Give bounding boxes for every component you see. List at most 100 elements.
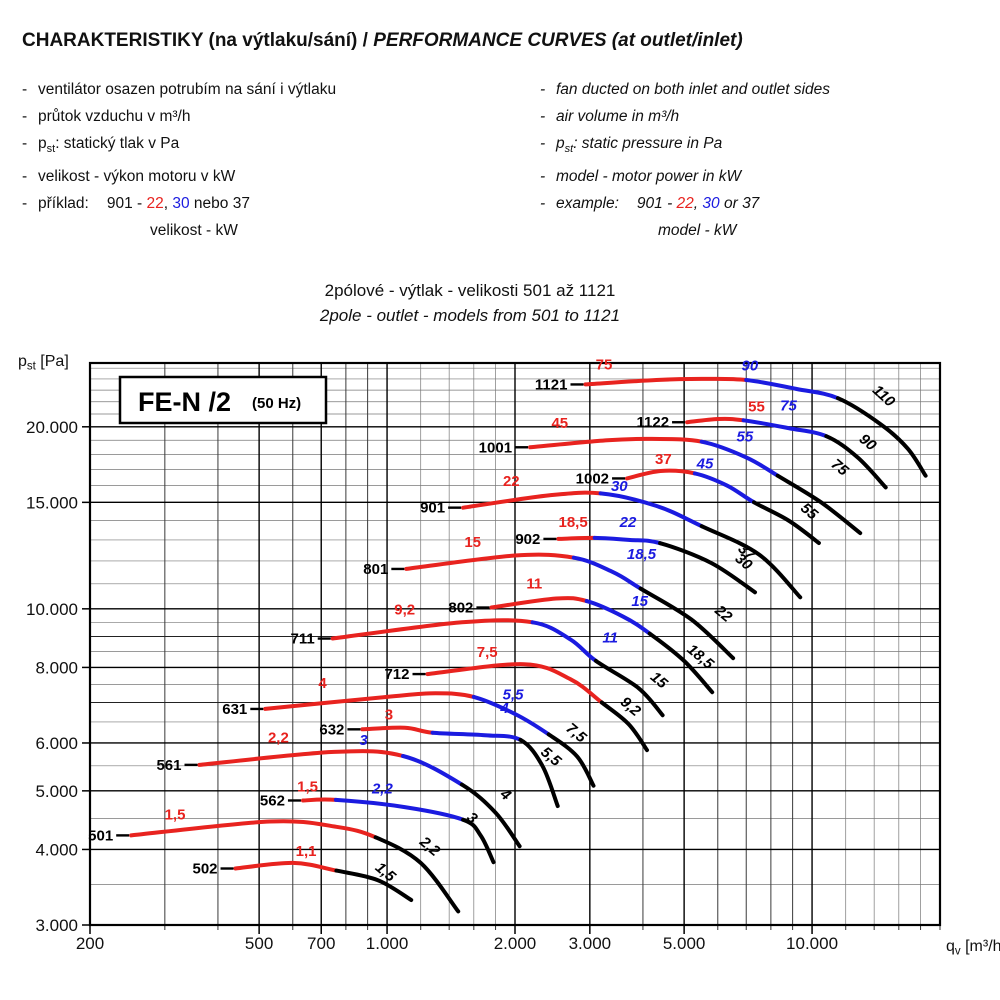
curve-631-segment-4 xyxy=(263,691,476,711)
kw-label-561-3: 3 xyxy=(359,732,368,749)
kw-label-801-15: 15 xyxy=(464,534,481,551)
x-axis-labels: 200 500 700 1.000 2.000 3.000 5.000 10.000 xyxy=(76,934,838,953)
curve-902 xyxy=(556,535,757,595)
curve-902-segment-22 xyxy=(592,535,663,546)
curve-901-segment-22 xyxy=(461,490,603,510)
spec-text: : static pressure in Pa xyxy=(573,135,723,152)
curve-802-segment-18_5 xyxy=(647,631,715,695)
model-label-502: 502 xyxy=(192,861,217,878)
bullet-dash: - xyxy=(22,195,28,213)
y-tick-label-6.000: 6.000 xyxy=(35,734,78,753)
curve-502-segment-1_1 xyxy=(233,860,339,873)
curve-561-segment-2_2 xyxy=(197,749,405,767)
chart-subtitle: 2pólové - výtlak - velikosti 501 až 1121… xyxy=(0,278,940,328)
spec-item: - pst: static pressure in Pa xyxy=(540,130,990,163)
curve-1002 xyxy=(625,468,821,545)
kw-label-1002-45: 45 xyxy=(696,456,714,473)
kw-label-502-1_1: 1,1 xyxy=(296,843,317,860)
curve-501-segment-2_2 xyxy=(373,835,461,914)
spec-item: - ventilátor osazen potrubím na sání i vý… xyxy=(22,76,512,103)
curve-631 xyxy=(263,691,596,788)
curve-801-segment-18_5 xyxy=(571,555,643,591)
spec-text: model - kW xyxy=(658,222,737,240)
kw-label-632-3: 3 xyxy=(385,707,393,724)
curve-562 xyxy=(301,797,496,865)
curve-1122-segment-55 xyxy=(685,416,746,425)
y-tick-label-20.000: 20.000 xyxy=(26,418,78,437)
kw-label-802-11: 11 xyxy=(526,576,542,593)
curve-632-segment-5_5 xyxy=(518,737,560,808)
spec-text: , xyxy=(163,195,173,213)
curve-1002-segment-45 xyxy=(692,471,756,505)
curve-561-segment-3 xyxy=(401,754,464,787)
curve-902-segment-18_5 xyxy=(556,535,597,541)
curve-711-segment-11 xyxy=(530,620,598,663)
curve-632-segment-3 xyxy=(360,725,435,735)
curve-711-segment-9_2 xyxy=(330,618,535,641)
kw-label-1121-75: 75 xyxy=(596,356,613,373)
kw-label-902-22: 22 xyxy=(619,514,637,531)
chart-subtitle-english: 2pole - outlet - models from 501 to 1121 xyxy=(319,306,621,325)
chart-title-box: FE-N /2 (50 Hz) xyxy=(118,375,328,425)
model-label-1121: 1121 xyxy=(535,376,568,393)
model-labels: 502 501 562 561 632 631 712 711 802 801 902 901 1002… xyxy=(88,376,686,878)
curve-901-segment-37 xyxy=(699,524,803,600)
model-label-902: 902 xyxy=(515,531,540,548)
curve-1002-segment-55 xyxy=(752,500,821,545)
spec-item: - pst: statický tlak v Pa xyxy=(22,130,512,163)
model-label-501: 501 xyxy=(88,827,113,844)
model-label-711: 711 xyxy=(291,631,315,648)
x-tick-label-700: 700 xyxy=(307,934,335,953)
bullet-dash: - xyxy=(540,108,546,125)
spec-list-english: - fan ducted on both inlet and outlet sid… xyxy=(540,76,990,244)
spec-text: st xyxy=(46,143,56,156)
curve-1121-segment-75 xyxy=(583,376,749,387)
curve-902-segment-30 xyxy=(658,541,757,595)
spec-text: fan ducted on both inlet and outlet side… xyxy=(556,81,831,98)
spec-list-czech: - ventilátor osazen potrubím na sání i vý… xyxy=(22,76,512,244)
x-tick-label-5.000: 5.000 xyxy=(663,934,706,953)
model-label-632: 632 xyxy=(319,721,344,738)
curve-1121-segment-90 xyxy=(744,378,840,401)
curve-561 xyxy=(197,749,522,849)
spec-item: - air volume in m³/h xyxy=(540,103,990,130)
spec-text: : statický tlak v Pa xyxy=(55,135,180,152)
spec-text: 30 xyxy=(172,195,190,213)
y-tick-label-8.000: 8.000 xyxy=(35,658,78,677)
bullet-dash: - xyxy=(540,81,546,98)
title-box-border xyxy=(118,375,328,425)
kw-label-1001-55: 55 xyxy=(737,429,754,446)
kw-label-902-18_5: 18,5 xyxy=(558,514,587,531)
spec-text: air volume in m³/h xyxy=(556,108,680,125)
page-title-part: PERFORMANCE CURVES (at outlet/inlet) xyxy=(373,30,743,51)
curve-1001-segment-55 xyxy=(699,439,780,478)
x-tick-label-3.000: 3.000 xyxy=(569,934,612,953)
bullet-dash: - xyxy=(22,108,28,125)
curve-1002-segment-37 xyxy=(625,468,697,481)
spec-item: - model - motor power in kW xyxy=(540,163,990,190)
curve-1001 xyxy=(528,436,863,536)
kw-label-1001-45: 45 xyxy=(551,415,568,432)
kw-label-1122-55: 55 xyxy=(748,399,765,416)
x-tick-label-500: 500 xyxy=(245,934,273,953)
model-label-1122: 1122 xyxy=(637,414,670,431)
kw-label-502-1_5: 1,5 xyxy=(372,859,399,886)
curve-1122-segment-90 xyxy=(824,434,888,490)
curve-501 xyxy=(129,819,461,914)
curve-502-segment-1_5 xyxy=(334,868,414,902)
plot-frame xyxy=(88,361,942,927)
kw-label-802-15: 15 xyxy=(631,593,648,610)
bullet-dash: - xyxy=(22,81,28,98)
x-axis-title: qv [m³/h] xyxy=(946,938,1000,958)
kw-label-711-15: 15 xyxy=(647,668,671,692)
kw-label-711-9_2: 9,2 xyxy=(394,602,415,619)
spec-text: p xyxy=(38,135,47,152)
model-label-901: 901 xyxy=(420,500,445,517)
spec-text: 22 xyxy=(676,195,694,213)
y-tick-label-5.000: 5.000 xyxy=(35,782,78,801)
kw-label-631-4: 4 xyxy=(318,675,327,692)
spec-text: example: xyxy=(556,195,619,213)
bullet-dash: - xyxy=(540,135,546,152)
curve-501-segment-1_5 xyxy=(129,819,378,840)
